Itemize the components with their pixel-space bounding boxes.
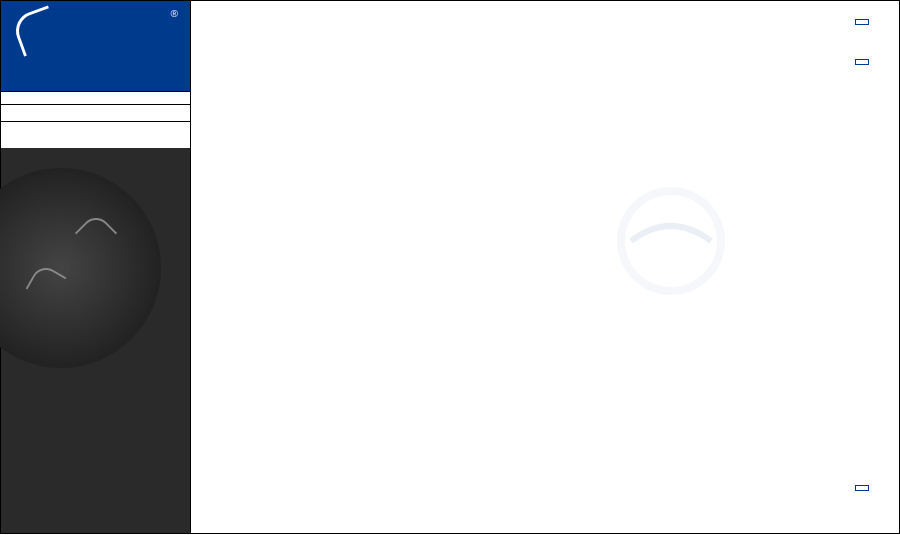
spec-notes [1,122,190,148]
spec-panel: ® [1,1,191,533]
callout-bolt-pattern [855,19,869,25]
spec-header [1,91,190,105]
part-number [1,105,190,122]
callout-outer-dia [855,59,869,65]
brand-logo: ® [1,1,190,91]
registered-icon: ® [171,9,178,20]
callout-hole-dia [855,485,869,491]
side-view [191,1,371,535]
product-photo [1,148,190,533]
technical-drawing [191,1,899,533]
front-view [401,11,900,531]
